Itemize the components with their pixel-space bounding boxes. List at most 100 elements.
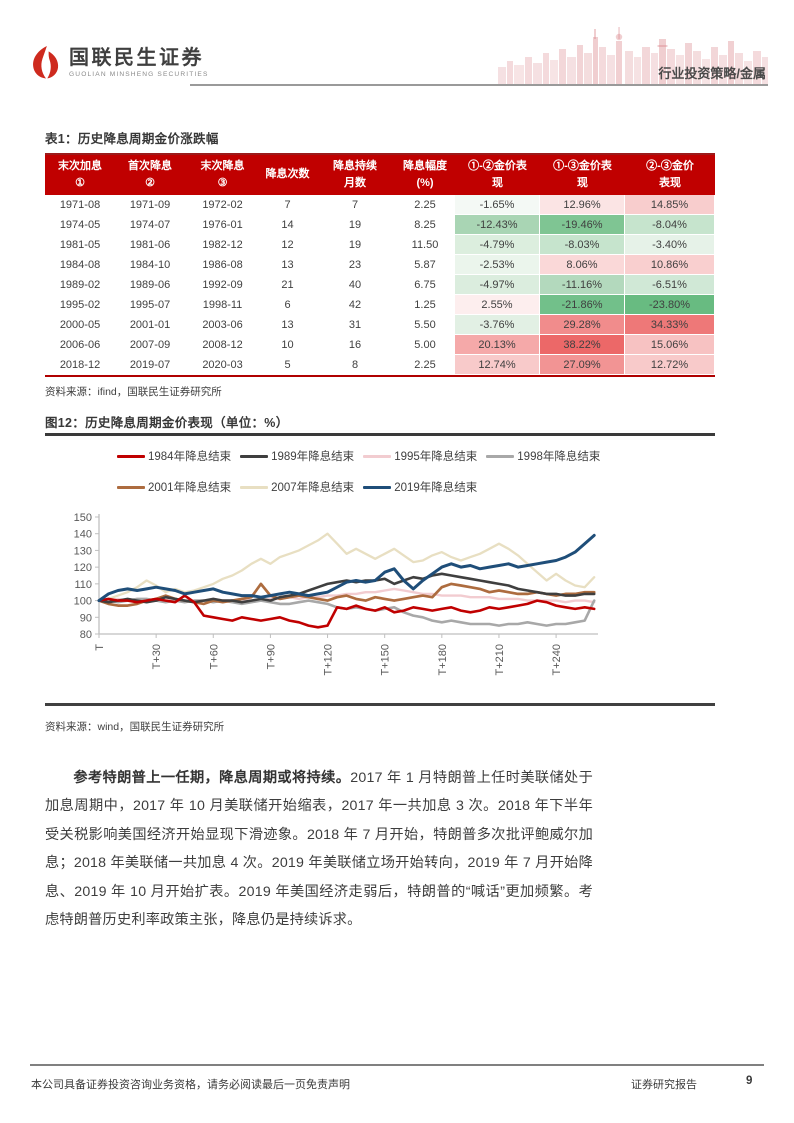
legend-swatch [363, 454, 392, 458]
table-cell: -4.97% [455, 275, 540, 295]
body-lead: 参考特朗普上一任期，降息周期或将持续。 [73, 770, 351, 786]
table-header-cell: 末次加息 ① [45, 155, 115, 195]
table-cell: 1976-01 [202, 219, 243, 231]
table-cell: 2019-07 [129, 359, 171, 371]
table-cell: -11.16% [540, 275, 625, 295]
table-header-cell: ①-②金价表 现 [455, 155, 540, 195]
legend-item: 2001年降息结束 [117, 479, 231, 495]
figure-rule-bottom [45, 703, 715, 706]
table-cell: 2018-12 [59, 359, 101, 371]
table-cell: -23.80% [625, 295, 715, 315]
chart-x-axis-label: T+90 [265, 644, 277, 669]
table-cell: -21.86% [540, 295, 625, 315]
table-cell: 1972-02 [202, 199, 243, 211]
rate-cut-table: 末次加息 ① 首次降息 ② 末次降息 ③ 降息次数 降息持续 月数 降息幅度 (%) ①-②… [45, 153, 715, 377]
table-cell: 13 [281, 259, 294, 271]
chart-legend: 1984年降息结束 1989年降息结束 1995年降息结束 1998年降息结束 2001… [117, 448, 637, 495]
brand-name: 国联民生证券 [69, 46, 204, 69]
chart-x-axis-label: T [94, 644, 106, 651]
chart-x-axis-label: T+180 [437, 644, 449, 676]
chart-series-line [97, 572, 596, 604]
table-cell: 2.25 [414, 199, 436, 211]
table-cell: -12.43% [455, 215, 540, 235]
table-cell: 2003-06 [202, 319, 243, 331]
figure-source: 资料来源：wind，国联民生证券研究所 [45, 721, 225, 733]
chart-y-axis-label: 100 [74, 596, 92, 608]
table-cell: 7 [284, 199, 291, 211]
table-cell: 12 [281, 239, 294, 251]
table-cell: 7 [351, 199, 359, 211]
table-header-cell: ①-③金价表 现 [540, 155, 625, 195]
table-cell: 15.06% [625, 335, 715, 355]
table-header-cell: 首次降息 ② [115, 155, 185, 195]
table-cell: 14 [281, 219, 294, 231]
table-cell: 1992-09 [202, 279, 243, 291]
header-divider [190, 84, 768, 86]
table-cell: 20.13% [455, 335, 540, 355]
table-cell: 1984-08 [59, 259, 101, 271]
legend-label: 1989年降息结束 [271, 451, 355, 463]
table-cell: 10.86% [625, 255, 715, 275]
table-cell: 5.87 [414, 259, 436, 271]
table-cell: 5.00 [414, 339, 436, 351]
table-cell: 1.25 [414, 299, 436, 311]
table-cell: -8.04% [625, 215, 715, 235]
legend-label: 1995年降息结束 [394, 451, 478, 463]
chart-y-axis-label: 80 [80, 629, 92, 641]
table-title: 表1：历史降息周期金价涨跌幅 [45, 132, 219, 146]
table-cell: 19 [348, 219, 362, 231]
table-cell: -6.51% [625, 275, 715, 295]
table-source: 资料来源：ifind，国联民生证券研究所 [45, 386, 222, 398]
table-cell: -3.76% [455, 315, 540, 335]
table-cell: 8.06% [540, 255, 625, 275]
table-cell: 1989-06 [129, 279, 171, 291]
legend-item: 2007年降息结束 [240, 479, 354, 495]
chart-x-axis-label: T+120 [323, 644, 335, 676]
table-cell: 2001-01 [129, 319, 171, 331]
table-cell: -2.53% [455, 255, 540, 275]
table-cell: 12.96% [540, 195, 625, 215]
table-cell: 1974-05 [59, 219, 101, 231]
table-block: 表1：历史降息周期金价涨跌幅 末次加息 ① 首次降息 ② 末次降息 ③ 降息次数 降息持… [45, 128, 715, 399]
brand: 国联民生证券 GUOLIAN MINSHENG SECURITIES [30, 44, 209, 80]
chart-y-axis-label: 120 [74, 562, 92, 574]
table-cell: 21 [281, 279, 294, 291]
table-cell: 2020-03 [202, 359, 243, 371]
table-cell: -8.03% [540, 235, 625, 255]
table-cell: 16 [348, 339, 362, 351]
table-header-cell: 降息持续 月数 [315, 155, 395, 195]
body-paragraph: 参考特朗普上一任期，降息周期或将持续。2017 年 1 月特朗普上任时美联储处于… [45, 764, 593, 934]
legend-swatch [117, 485, 145, 489]
skyline-image [498, 27, 768, 85]
legend-label: 2001年降息结束 [148, 482, 232, 494]
table-cell: 23 [348, 259, 362, 271]
table-cell: 38.22% [540, 335, 625, 355]
table-cell: 29.28% [540, 315, 625, 335]
chart-x-axis-label: T+150 [380, 644, 392, 676]
table-cell: 1981-05 [59, 239, 101, 251]
table-cell: 8.25 [414, 219, 436, 231]
table-cell: 2006-06 [59, 339, 101, 351]
legend-swatch [240, 485, 269, 489]
legend-swatch [363, 485, 392, 489]
legend-label: 1984年降息结束 [148, 451, 232, 463]
section-label: 行业投资策略/金属 [658, 66, 766, 81]
chart-x-axis-label: T+240 [551, 644, 563, 676]
legend-label: 1998年降息结束 [517, 451, 601, 463]
table-cell: 1971-08 [59, 199, 101, 211]
table-cell: 19 [348, 239, 362, 251]
table-cell: 14.85% [625, 195, 715, 215]
table-cell: 5 [284, 359, 291, 371]
legend-item: 1984年降息结束 [117, 448, 231, 464]
table-cell: 1995-02 [59, 299, 101, 311]
table-header-cell: ②-③金价 表现 [625, 155, 715, 195]
body-text: 2017 年 1 月特朗普上任时美联储处于加息周期中，2017 年 10 月美联… [45, 770, 593, 929]
chart-series-line [97, 594, 596, 629]
table-cell: 12.72% [625, 355, 715, 375]
table-cell: 1982-12 [202, 239, 243, 251]
footer-divider [30, 1064, 764, 1066]
figure-title: 图12：历史降息周期金价表现（单位：%） [45, 416, 289, 430]
table-cell: 27.09% [540, 355, 625, 375]
chart-x-axis-label: T+210 [494, 644, 506, 676]
table-cell: 12.74% [455, 355, 540, 375]
